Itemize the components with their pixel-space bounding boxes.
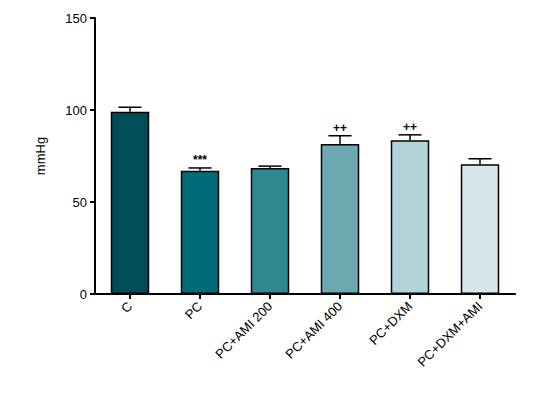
svg-text:C: C (118, 299, 135, 316)
svg-text:100: 100 (65, 103, 87, 118)
svg-text:150: 150 (65, 11, 87, 26)
svg-text:PC+DXM+AMI: PC+DXM+AMI (414, 299, 485, 370)
svg-text:PC+AMI 400: PC+AMI 400 (282, 299, 345, 362)
svg-text:***: *** (193, 153, 207, 167)
svg-text:++: ++ (333, 121, 347, 135)
svg-text:mmHg: mmHg (33, 137, 48, 175)
svg-text:++: ++ (403, 120, 417, 134)
svg-text:0: 0 (80, 287, 87, 302)
svg-text:PC+DXM: PC+DXM (366, 299, 415, 348)
svg-text:PC+AMI 200: PC+AMI 200 (212, 299, 275, 362)
svg-text:50: 50 (73, 195, 87, 210)
svg-text:PC: PC (182, 299, 205, 322)
